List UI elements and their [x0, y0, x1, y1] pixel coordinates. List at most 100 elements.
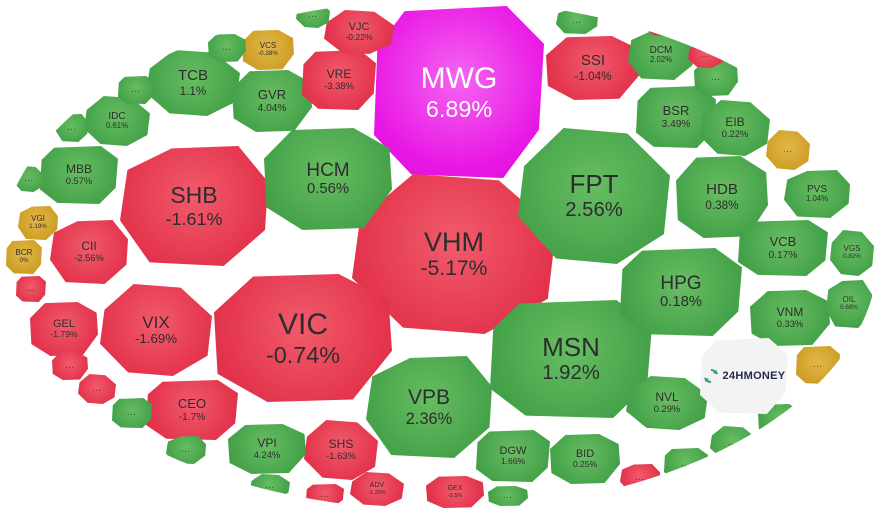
cell-pvs[interactable]: PVS 1.04% [784, 170, 850, 218]
ticker-label: FPT [569, 169, 619, 200]
ticker-label: VGI [31, 214, 45, 224]
cell-gvr[interactable]: GVR 4.04% [232, 70, 312, 132]
filler-label: … [221, 42, 233, 54]
cell-ceo[interactable]: CEO -1.7% [146, 380, 238, 440]
cell-mwg[interactable]: MWG 6.89% [374, 6, 544, 178]
filler-label: … [126, 407, 138, 419]
cell-vpi[interactable]: VPI 4.24% [228, 424, 306, 474]
ticker-label: BID [575, 448, 595, 461]
cell-filler[interactable]: … [52, 352, 88, 380]
cell-filler[interactable]: … [488, 486, 528, 506]
change-label: -0.38% [258, 49, 278, 57]
cell-filler[interactable]: … [166, 436, 206, 464]
cell-fpt[interactable]: FPT 2.56% [518, 128, 670, 264]
change-label: -0.74% [265, 341, 341, 368]
cell-hcm[interactable]: HCM 0.56% [264, 128, 392, 230]
change-label: 1.66% [500, 456, 526, 467]
ticker-label: VGS [843, 244, 861, 254]
cell-bid[interactable]: BID 0.25% [550, 434, 620, 484]
change-label: 0.17% [768, 249, 798, 261]
cell-vjc[interactable]: VJC -0.22% [324, 10, 394, 54]
ticker-label: GVR [257, 87, 287, 103]
recycle-logo-icon [703, 369, 718, 383]
ticker-label: VNM [776, 305, 804, 320]
change-label: -1.7% [178, 411, 206, 423]
cell-gex[interactable]: GEX -2.5% [426, 476, 484, 508]
cell-filler[interactable]: … [118, 76, 154, 104]
cell-filler[interactable]: … [796, 346, 840, 384]
change-label: 4.24% [253, 450, 281, 461]
ticker-label: MBB [65, 162, 92, 177]
cell-ssi[interactable]: SSI -1.04% [546, 36, 640, 100]
ticker-label: IDC [108, 111, 126, 123]
cell-shb[interactable]: SHB -1.61% [120, 146, 268, 266]
cell-adv[interactable]: ADV -1.25% [350, 472, 404, 506]
cell-hpg[interactable]: HPG 0.18% [620, 248, 742, 336]
cell-vix[interactable]: VIX -1.69% [100, 284, 212, 376]
cell-vcs[interactable]: VCS -0.38% [242, 30, 294, 70]
change-label: 1.04% [805, 194, 829, 204]
filler-label: … [502, 490, 514, 502]
cell-mbb[interactable]: MBB 0.57% [40, 146, 118, 204]
cell-filler[interactable]: … [112, 398, 152, 428]
cell-idc[interactable]: IDC 0.61% [84, 96, 150, 146]
cell-filler[interactable]: … [766, 130, 810, 170]
change-label: -1.04% [574, 69, 612, 83]
ticker-label: SHS [328, 437, 354, 452]
filler-label: … [25, 283, 37, 295]
ticker-label: VRE [326, 67, 352, 82]
cell-vpb[interactable]: VPB 2.36% [366, 356, 492, 458]
change-label: -1.79% [50, 329, 78, 340]
cell-eib[interactable]: EIB 0.22% [700, 100, 770, 156]
change-label: 2.02% [649, 55, 673, 65]
cell-filler[interactable]: … [710, 426, 756, 460]
brand-cell-24hmoney[interactable]: 24HMONEY [700, 338, 788, 414]
cell-vic[interactable]: VIC -0.74% [214, 274, 392, 402]
change-label: -1.25% [368, 489, 386, 496]
cell-filler[interactable]: … [620, 464, 660, 492]
ticker-label: SSI [580, 52, 606, 70]
cell-filler[interactable]: … [306, 484, 344, 506]
change-label: 0.29% [653, 404, 681, 415]
change-label: 0.25% [572, 459, 598, 470]
cell-filler[interactable]: … [14, 166, 44, 192]
cell-msn[interactable]: MSN 1.92% [490, 300, 652, 418]
change-label: 0.82% [843, 252, 861, 260]
cell-filler[interactable]: … [646, 10, 684, 36]
cell-filler[interactable]: … [556, 8, 598, 34]
ticker-label: HDB [706, 181, 738, 199]
cell-gel[interactable]: GEL -1.79% [30, 302, 98, 356]
cell-dgw[interactable]: DGW 1.66% [476, 430, 550, 482]
cell-filler[interactable]: … [688, 42, 724, 68]
cell-nvl[interactable]: NVL 0.29% [626, 376, 708, 430]
cell-hdb[interactable]: HDB 0.38% [676, 156, 768, 238]
cell-vcb[interactable]: VCB 0.17% [738, 220, 828, 276]
cell-filler[interactable]: … [250, 474, 290, 498]
cell-vre[interactable]: VRE -3.38% [302, 50, 376, 110]
cell-filler[interactable]: … [56, 114, 88, 142]
cell-filler[interactable]: … [296, 2, 330, 28]
cell-bcr[interactable]: BCR 0% [6, 240, 42, 274]
cell-filler[interactable]: … [208, 34, 246, 62]
ticker-label: MSN [542, 332, 600, 363]
cell-vgs[interactable]: VGS 0.82% [830, 230, 874, 276]
filler-label: … [659, 17, 671, 29]
cell-vnm[interactable]: VNM 0.33% [750, 290, 830, 346]
cell-filler[interactable]: … [78, 374, 116, 404]
cell-filler[interactable]: … [16, 276, 46, 302]
cell-oil[interactable]: OIL 0.68% [826, 280, 872, 328]
cell-vgi[interactable]: VGI 1.19% [18, 206, 58, 240]
change-label: 0.18% [659, 294, 702, 311]
cell-dcm[interactable]: DCM 2.02% [628, 30, 694, 80]
cell-cii[interactable]: CII -2.56% [50, 220, 128, 284]
ticker-label: BSR [662, 103, 690, 119]
ticker-label: HCM [306, 160, 350, 182]
ticker-label: VJC [348, 21, 370, 34]
change-label: 0% [19, 256, 29, 264]
cell-shs[interactable]: SHS -1.63% [304, 420, 378, 480]
change-label: -5.17% [420, 257, 488, 281]
cell-filler[interactable]: … [664, 448, 708, 480]
filler-label: … [307, 9, 319, 21]
ticker-label: ADV [369, 482, 385, 490]
